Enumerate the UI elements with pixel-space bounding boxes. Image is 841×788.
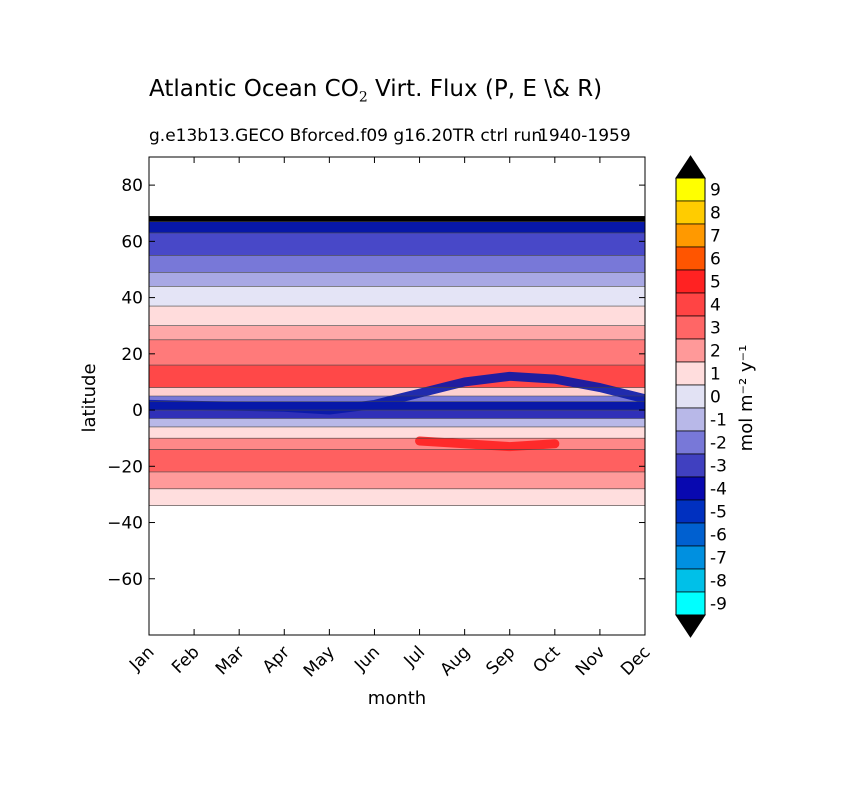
title-main: Atlantic Ocean CO <box>149 76 359 102</box>
colorbar-swatch-16 <box>675 545 706 570</box>
colorbar-swatch-3 <box>675 246 706 271</box>
heatmap-band-15 <box>149 426 645 439</box>
x-tick-label-may: May <box>300 642 339 681</box>
colorbar-swatch-8 <box>675 361 706 386</box>
y-tick-label-0: 80 <box>121 176 143 196</box>
chart-subtitle: g.e13b13.GECO Bforced.f09 g16.20TR ctrl … <box>149 126 543 146</box>
x-axis-label: month <box>368 688 426 709</box>
heatmap-band-12 <box>149 401 645 411</box>
x-tick-label-jun: Jun <box>350 642 384 676</box>
colorbar-frame <box>675 177 706 616</box>
colorbar-tick-label-7: 2 <box>710 342 721 362</box>
colorbar-swatch-5 <box>675 292 706 317</box>
colorbar-tick-label-17: -8 <box>710 572 727 592</box>
x-tick-label-jan: Jan <box>125 642 158 675</box>
heatmap-band-17 <box>149 449 645 472</box>
colorbar-tick-label-8: 1 <box>710 365 721 385</box>
colorbar-tick-label-13: -4 <box>710 480 727 500</box>
colorbar-tick-label-2: 7 <box>710 227 721 247</box>
colorbar-swatch-11 <box>675 430 706 455</box>
heatmap-band-13 <box>149 410 645 419</box>
y-tick-label-1: 60 <box>121 232 143 252</box>
colorbar-swatch-1 <box>675 200 706 225</box>
heatmap-band-4 <box>149 272 645 287</box>
colorbar-tick-label-1: 8 <box>710 204 721 224</box>
title-rest: Virt. Flux (P, E \& R) <box>367 76 603 102</box>
colorbar-swatch-13 <box>675 476 706 501</box>
heatmap-band-10 <box>149 387 645 396</box>
x-tick-label-nov: Nov <box>572 642 610 680</box>
heatmap-band-0 <box>149 216 645 222</box>
y-tick-label-3: 20 <box>121 345 143 365</box>
y-tick-label-6: −40 <box>107 514 143 534</box>
colorbar-swatch-12 <box>675 453 706 478</box>
colorbar-tick-label-12: -3 <box>710 457 727 477</box>
colorbar-tick-label-18: -9 <box>710 595 727 615</box>
colorbar-swatch-18 <box>675 591 706 616</box>
x-tick-label-sep: Sep <box>482 642 519 679</box>
heatmap-feature-tropical-max <box>415 436 560 452</box>
colorbar-swatch-7 <box>675 338 706 363</box>
plot-frame <box>148 156 646 636</box>
colorbar: 9 8 7 6 5 4 3 2 1 0 -1 -2 -3 -4 -5 -6 -7 -8 -9 <box>675 155 727 638</box>
heatmap-band-8 <box>149 339 645 366</box>
y-tick-label-5: −20 <box>107 457 143 477</box>
heatmap-band-2 <box>149 232 645 256</box>
heatmap-band-7 <box>149 325 645 340</box>
x-tick-label-dec: Dec <box>617 642 654 679</box>
colorbar-swatch-14 <box>675 499 706 524</box>
colorbar-tick-label-10: -1 <box>710 411 727 431</box>
heatmap-field <box>149 216 645 506</box>
colorbar-tick-label-14: -5 <box>710 503 727 523</box>
colorbar-swatch-4 <box>675 269 706 294</box>
y-tick-label-4: 0 <box>132 401 143 421</box>
y-tick-label-7: −60 <box>107 570 143 590</box>
heatmap-band-19 <box>149 488 645 506</box>
colorbar-label: mol m⁻² y⁻¹ <box>736 345 757 452</box>
colorbar-swatch-2 <box>675 223 706 248</box>
heatmap-band-3 <box>149 255 645 273</box>
colorbar-tick-label-11: -2 <box>710 434 727 454</box>
x-tick-label-jul: Jul <box>400 642 429 671</box>
colorbar-tick-label-4: 5 <box>710 273 721 293</box>
x-tick-label-apr: Apr <box>259 642 294 677</box>
colorbar-tick-label-9: 0 <box>710 388 721 408</box>
x-tick-label-mar: Mar <box>212 642 249 679</box>
colorbar-under-arrow <box>675 614 706 638</box>
chart-period: 1940-1959 <box>538 126 631 146</box>
colorbar-tick-label-15: -6 <box>710 526 727 546</box>
colorbar-swatch-9 <box>675 384 706 409</box>
colorbar-tick-label-16: -7 <box>710 549 727 569</box>
colorbar-swatch-0 <box>675 177 706 202</box>
x-tick-label-feb: Feb <box>168 642 203 677</box>
heatmap-band-14 <box>149 418 645 427</box>
colorbar-tick-label-5: 4 <box>710 296 721 316</box>
heatmap-band-16 <box>149 438 645 450</box>
colorbar-over-arrow <box>675 155 706 179</box>
heatmap-band-5 <box>149 286 645 307</box>
colorbar-swatch-15 <box>675 522 706 547</box>
colorbar-tick-label-3: 6 <box>710 250 721 270</box>
colorbar-swatch-6 <box>675 315 706 340</box>
heatmap-band-9 <box>149 365 645 388</box>
heatmap-band-6 <box>149 306 645 326</box>
y-axis-label: latitude <box>79 363 100 432</box>
colorbar-tick-label-0: 9 <box>710 181 721 201</box>
x-tick-label-aug: Aug <box>437 642 475 680</box>
chart-title: Atlantic Ocean CO2 Virt. Flux (P, E \& R… <box>149 76 602 106</box>
colorbar-swatch-17 <box>675 568 706 593</box>
y-tick-label-2: 40 <box>121 289 143 309</box>
colorbar-swatch-10 <box>675 407 706 432</box>
heatmap-band-1 <box>149 221 645 233</box>
title-subscript: 2 <box>358 89 368 106</box>
x-tick-label-oct: Oct <box>529 642 564 677</box>
heatmap-band-18 <box>149 471 645 489</box>
y-axis: 80 60 40 20 0 −20 −40 −60 <box>107 176 645 590</box>
colorbar-tick-label-6: 3 <box>710 319 721 339</box>
